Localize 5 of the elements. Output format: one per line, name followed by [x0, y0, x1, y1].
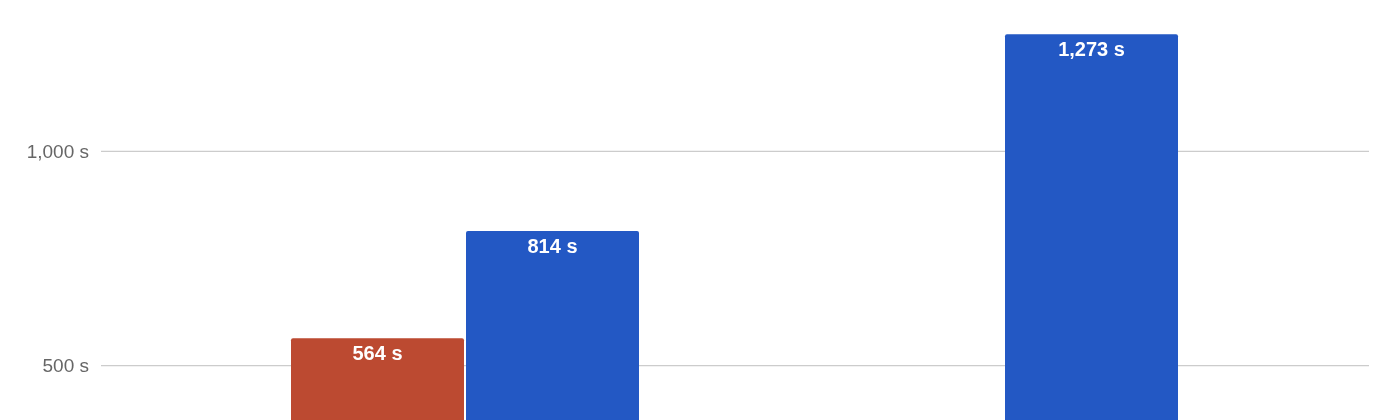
- data-label: 1,273 s: [1058, 38, 1125, 61]
- data-label: 564 s: [352, 342, 403, 365]
- data-label: 814 s: [527, 235, 578, 258]
- y-tick-label: 500 s: [42, 355, 89, 377]
- y-tick-label: 1,000 s: [26, 141, 89, 163]
